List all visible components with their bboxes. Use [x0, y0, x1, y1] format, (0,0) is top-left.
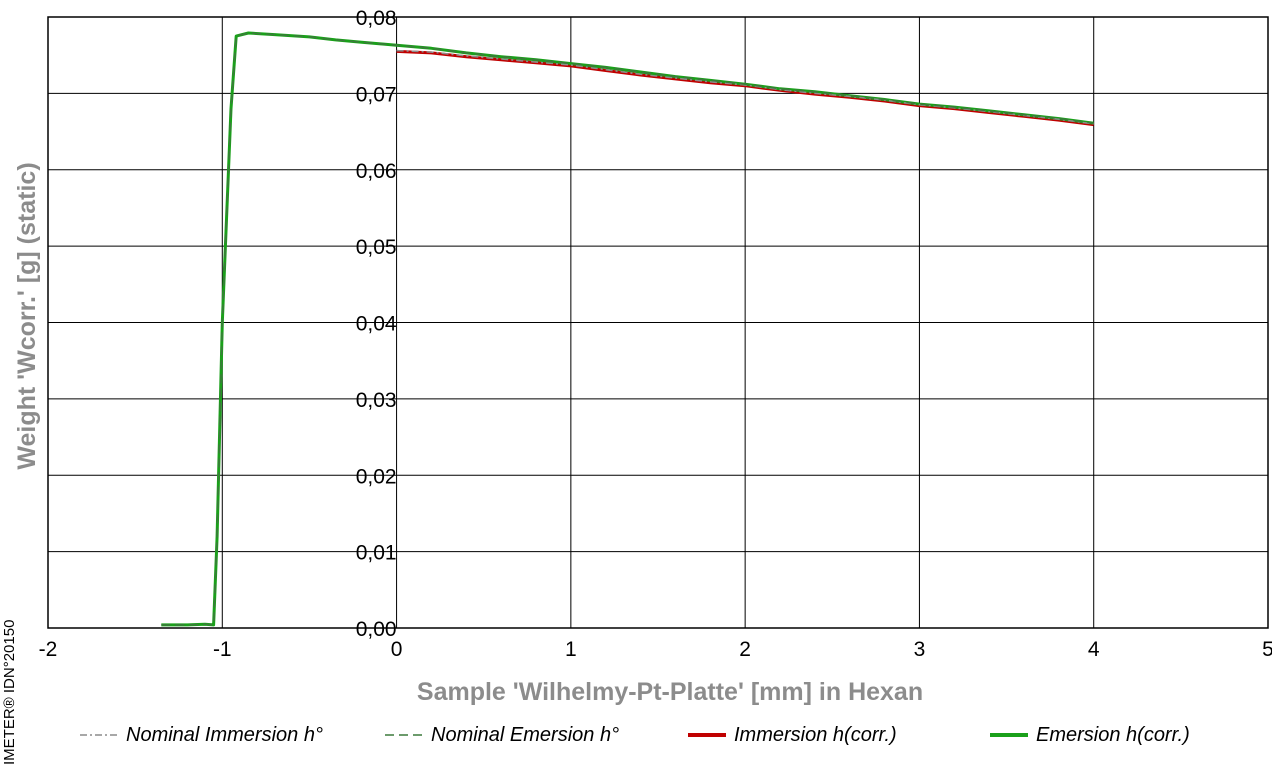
y-tick-label: 0,04	[356, 313, 397, 336]
x-tick-label: -1	[213, 638, 232, 661]
legend: Nominal Immersion h° Nominal Emersion h° I…	[80, 724, 1190, 746]
x-tick-label: 5	[1262, 638, 1272, 661]
side-note: IMETER® IDN°20150	[1, 620, 18, 765]
y-tick-label: 0,06	[356, 160, 397, 183]
x-tick-label: 2	[739, 638, 751, 661]
legend-label: Nominal Emersion h°	[431, 724, 619, 746]
y-tick-label: 0,05	[356, 236, 397, 259]
series-line-nominal-emersion-h	[161, 32, 1094, 626]
series-layer	[161, 31, 1094, 627]
y-tick-label: 0,01	[356, 542, 397, 565]
y-tick-label: 0,03	[356, 389, 397, 412]
x-axis-title: Sample 'Wilhelmy-Pt-Platte' [mm] in Hexa…	[417, 678, 923, 706]
y-tick-label: 0,07	[356, 83, 397, 106]
legend-label: Nominal Immersion h°	[126, 724, 323, 746]
y-tick-label: 0,08	[356, 7, 397, 30]
series-line-emersion-h-corr	[161, 31, 1094, 627]
y-tick-label: 0,02	[356, 465, 397, 488]
legend-label: Immersion h(corr.)	[734, 724, 897, 746]
y-tick-label: 0,00	[356, 618, 397, 641]
legend-label: Emersion h(corr.)	[1036, 724, 1190, 746]
x-tick-label: -2	[39, 638, 58, 661]
series-line-nominal-immersion-h	[396, 49, 1094, 125]
y-axis-title: Weight 'Wcorr.' [g] (static)	[13, 162, 41, 469]
x-tick-label: 3	[914, 638, 926, 661]
x-tick-label: 4	[1088, 638, 1100, 661]
x-tick-label: 1	[565, 638, 577, 661]
x-tick-label: 0	[391, 638, 403, 661]
tick-labels: -2 -1 0 1 2 3 4 5 0,00 0,01 0,02 0,03 0,04 0,05 0,06 0,…	[39, 7, 1272, 661]
plot-frame	[47, 16, 1269, 629]
